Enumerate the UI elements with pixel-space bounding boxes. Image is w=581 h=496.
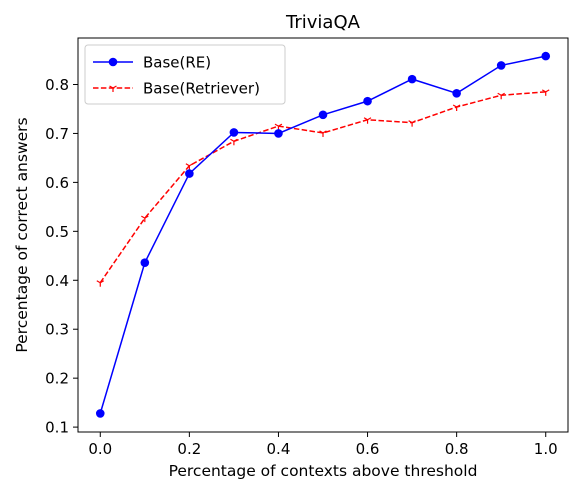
data-point (497, 92, 505, 100)
series-base-re (95, 51, 551, 418)
plot-frame (77, 37, 569, 433)
series-layer (95, 51, 551, 418)
x-tick-label: 0.0 (88, 440, 112, 458)
data-point (452, 89, 461, 98)
data-point (408, 120, 416, 127)
data-point (319, 130, 327, 137)
y-tick-label: 0.2 (45, 370, 69, 388)
data-point (141, 215, 149, 223)
data-point (229, 128, 239, 137)
data-point (185, 163, 194, 170)
y-axis: 0.1 0.2 0.3 0.4 0.5 0.6 0.7 0.8 (45, 76, 78, 437)
data-point (363, 117, 372, 124)
data-point (541, 51, 551, 61)
x-axis-label: Percentage of contexts above threshold (169, 462, 478, 480)
chart-title: TriviaQA (285, 12, 361, 33)
series-base-retriever (96, 89, 550, 287)
legend-box (84, 44, 286, 105)
legend-marker (109, 85, 117, 92)
legend-item-base-retriever: Base(Retriever) (93, 80, 260, 98)
data-point (96, 280, 105, 287)
series-line-base-re (99, 55, 546, 414)
x-tick-label: 0.4 (267, 440, 291, 458)
y-tick-label: 0.3 (45, 321, 69, 339)
x-tick-label: 0.6 (356, 440, 380, 458)
x-tick-label: 0.2 (177, 440, 201, 458)
legend-item-base-re: Base(RE) (93, 54, 211, 72)
y-tick-label: 0.6 (45, 174, 69, 192)
data-point (318, 110, 328, 120)
data-point (496, 61, 506, 70)
data-point (363, 96, 372, 106)
data-point (541, 89, 550, 96)
y-tick-label: 0.1 (45, 419, 69, 437)
y-axis-label: Percentage of correct answers (13, 117, 31, 352)
series-line-base-retriever (99, 91, 546, 284)
data-point (274, 129, 283, 138)
y-tick-label: 0.4 (45, 272, 69, 290)
legend: Base(RE) Base(Retriever) (84, 44, 286, 105)
legend-label: Base(Retriever) (143, 80, 260, 98)
y-tick-label: 0.7 (45, 125, 69, 143)
data-point (95, 409, 105, 418)
legend-label: Base(RE) (143, 54, 211, 72)
x-axis: 0.0 0.2 0.4 0.6 0.8 1.0 (88, 432, 558, 458)
x-tick-label: 0.8 (445, 440, 469, 458)
x-tick-label: 1.0 (534, 440, 558, 458)
data-point (185, 169, 194, 178)
data-point (407, 74, 417, 84)
legend-marker (108, 57, 118, 67)
data-point (230, 138, 238, 146)
y-tick-label: 0.8 (45, 76, 69, 94)
y-tick-label: 0.5 (45, 223, 69, 241)
data-point (452, 104, 461, 112)
data-point (140, 258, 150, 267)
